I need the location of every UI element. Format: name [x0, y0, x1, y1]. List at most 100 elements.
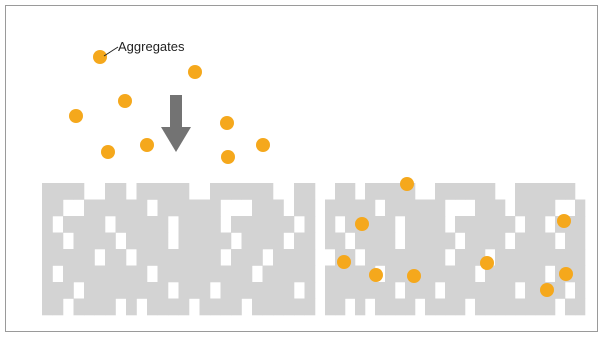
matrix-block	[241, 282, 253, 299]
matrix-block	[445, 282, 456, 299]
matrix-block	[157, 216, 169, 233]
aggregate-dot	[118, 94, 132, 108]
matrix-block	[405, 282, 416, 299]
matrix-block	[505, 265, 516, 283]
matrix-block	[515, 183, 526, 200]
matrix-block	[273, 199, 284, 217]
matrix-block	[325, 282, 336, 299]
matrix-block	[210, 183, 221, 200]
aggregate-dot	[220, 116, 234, 130]
matrix-block	[168, 249, 179, 266]
matrix-block	[63, 265, 74, 283]
matrix-block	[84, 265, 95, 283]
matrix-block	[395, 265, 406, 283]
matrix-block	[157, 298, 169, 316]
matrix-block	[345, 216, 356, 233]
matrix-block	[415, 282, 426, 299]
matrix-block	[565, 216, 576, 233]
matrix-block	[94, 232, 106, 250]
matrix-block	[425, 265, 436, 283]
matrix-block	[189, 199, 200, 217]
matrix-block	[475, 282, 486, 299]
matrix-block	[365, 232, 376, 250]
matrix-block	[283, 216, 295, 233]
matrix-block	[199, 265, 211, 283]
aggregate-dot	[188, 65, 202, 79]
matrix-block	[115, 199, 127, 217]
matrix-block	[189, 232, 200, 250]
matrix-block	[84, 298, 95, 316]
matrix-block	[385, 183, 396, 200]
matrix-block	[199, 298, 211, 316]
matrix-block	[126, 298, 137, 316]
matrix-block	[115, 183, 127, 200]
matrix-block	[425, 232, 436, 250]
matrix-block	[555, 282, 566, 299]
matrix-block	[545, 199, 556, 217]
matrix-block	[425, 216, 436, 233]
matrix-block	[385, 232, 396, 250]
label-leader-line	[103, 46, 119, 57]
matrix-block	[63, 282, 74, 299]
matrix-block	[485, 199, 496, 217]
matrix-block	[252, 216, 263, 233]
matrix-block	[525, 265, 536, 283]
matrix-block	[365, 282, 376, 299]
matrix-block	[262, 199, 274, 217]
matrix-block	[294, 249, 305, 266]
matrix-block	[157, 249, 169, 266]
matrix-block	[115, 282, 127, 299]
matrix-block	[84, 232, 95, 250]
matrix-block	[210, 249, 221, 266]
matrix-block	[199, 216, 211, 233]
matrix-block	[575, 265, 586, 283]
matrix-block	[455, 265, 466, 283]
matrix-block	[435, 265, 446, 283]
matrix-block	[262, 183, 274, 200]
aggregates-label: Aggregates	[118, 39, 185, 54]
aggregate-dot	[69, 109, 83, 123]
matrix-block	[535, 232, 546, 250]
matrix-block	[157, 199, 169, 217]
matrix-block	[105, 183, 116, 200]
matrix-block	[465, 265, 476, 283]
matrix-block	[168, 265, 179, 283]
matrix-block	[220, 265, 232, 283]
matrix-block	[294, 232, 305, 250]
matrix-block	[178, 216, 190, 233]
matrix-block	[231, 282, 242, 299]
matrix-block	[199, 199, 211, 217]
matrix-block	[435, 216, 446, 233]
matrix-block	[405, 249, 416, 266]
matrix-block	[147, 282, 158, 299]
matrix-block	[52, 199, 64, 217]
matrix-block	[515, 232, 526, 250]
matrix-block	[415, 249, 426, 266]
matrix-block	[345, 249, 356, 266]
matrix-block	[435, 199, 446, 217]
matrix-block	[231, 265, 242, 283]
matrix-block	[485, 232, 496, 250]
matrix-block	[178, 232, 190, 250]
matrix-block	[525, 199, 536, 217]
matrix-block	[42, 249, 53, 266]
matrix-block	[42, 282, 53, 299]
matrix-block	[304, 232, 316, 250]
matrix-block	[445, 298, 456, 316]
matrix-block	[273, 282, 284, 299]
matrix-block	[475, 232, 486, 250]
matrix-block	[385, 282, 396, 299]
matrix-block	[505, 216, 516, 233]
matrix-block	[335, 232, 346, 250]
matrix-block	[325, 265, 336, 283]
matrix-block	[42, 265, 53, 283]
matrix-block	[42, 298, 53, 316]
matrix-block	[199, 282, 211, 299]
matrix-block	[252, 249, 263, 266]
matrix-block	[515, 265, 526, 283]
matrix-block	[73, 249, 85, 266]
matrix-block	[505, 298, 516, 316]
matrix-block	[335, 199, 346, 217]
matrix-block	[220, 282, 232, 299]
matrix-block	[505, 282, 516, 299]
